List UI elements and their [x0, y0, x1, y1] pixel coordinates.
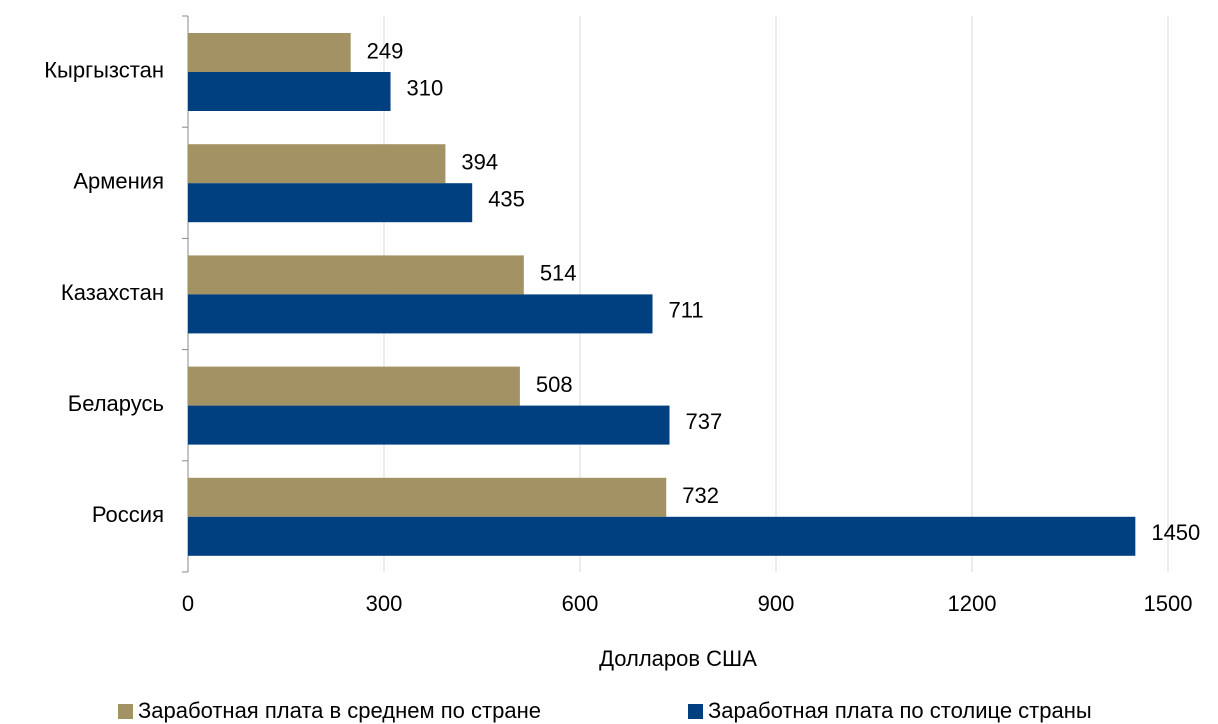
x-tick-label: 0	[182, 591, 194, 616]
x-tick-label: 1500	[1144, 591, 1193, 616]
x-tick-label: 900	[758, 591, 795, 616]
data-label: 310	[407, 75, 444, 100]
bar	[188, 366, 520, 406]
x-axis-title: Долларов США	[599, 646, 757, 671]
data-label: 711	[669, 298, 704, 323]
x-tick-label: 600	[562, 591, 599, 616]
y-tick-label: Россия	[92, 502, 164, 527]
legend-label: Заработная плата по столице страны	[708, 698, 1092, 723]
bar	[188, 183, 473, 223]
y-tick-label: Беларусь	[68, 391, 164, 416]
data-label: 249	[367, 38, 404, 63]
bar	[188, 255, 524, 295]
data-label: 732	[682, 483, 719, 508]
y-tick-label: Кыргызстан	[44, 57, 164, 82]
bar	[188, 405, 670, 445]
y-tick-label: Казахстан	[61, 280, 164, 305]
bar	[188, 33, 351, 72]
data-label: 737	[686, 409, 723, 434]
bar	[188, 516, 1136, 556]
x-tick-label: 300	[366, 591, 403, 616]
data-label: 508	[536, 372, 573, 397]
x-tick-label: 1200	[948, 591, 997, 616]
bar	[188, 144, 446, 184]
data-label: 514	[540, 261, 577, 286]
legend-swatch	[688, 704, 703, 719]
legend-swatch	[118, 704, 133, 719]
data-label: 1450	[1151, 520, 1200, 545]
legend-label: Заработная плата в среднем по стране	[138, 698, 541, 723]
data-label: 394	[461, 150, 498, 175]
bar	[188, 477, 667, 517]
bar	[188, 294, 653, 334]
y-tick-label: Армения	[73, 169, 164, 194]
data-label: 435	[488, 187, 525, 212]
bar	[188, 72, 391, 111]
